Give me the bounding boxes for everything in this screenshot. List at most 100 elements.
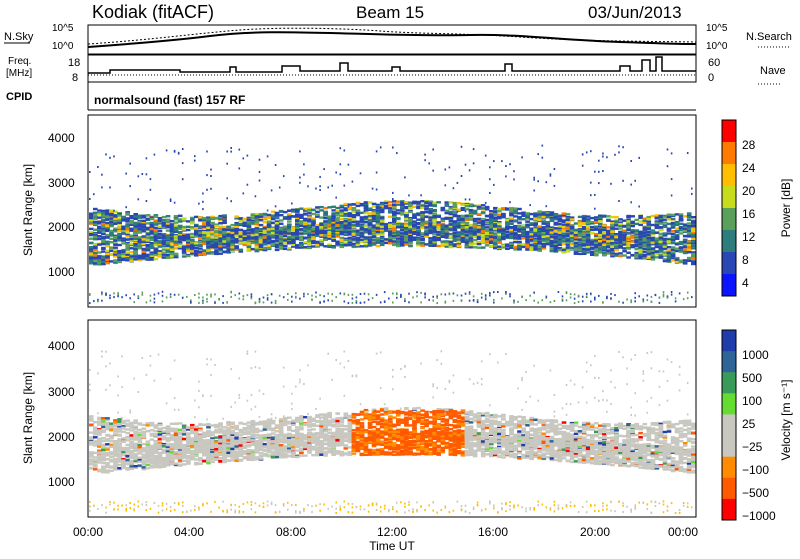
echo-cell xyxy=(97,235,102,237)
echo-cell xyxy=(206,151,208,153)
echo-cell xyxy=(481,204,486,206)
echo-cell xyxy=(517,216,522,218)
echo-cell xyxy=(239,249,244,251)
echo-cell xyxy=(517,248,522,250)
echo-cell xyxy=(214,249,219,251)
echo-cell xyxy=(348,233,353,235)
echo-cell xyxy=(323,234,328,236)
echo-cell xyxy=(344,244,349,246)
echo-cell xyxy=(360,217,365,219)
echo-cell xyxy=(222,222,227,224)
echo-cell xyxy=(327,206,332,208)
nsky-label: N.Sky xyxy=(4,31,34,43)
echo-cell xyxy=(360,212,365,214)
echo-cell xyxy=(255,249,260,251)
echo-cell xyxy=(101,300,103,302)
echo-cell xyxy=(178,232,183,234)
echo-cell xyxy=(210,169,212,171)
echo-cell xyxy=(206,174,208,176)
echo-cell xyxy=(89,260,94,262)
echo-cell xyxy=(267,214,272,216)
echo-cell xyxy=(590,293,592,295)
echo-cell xyxy=(469,218,474,220)
echo-cell xyxy=(158,292,160,294)
echo-cell xyxy=(594,229,599,231)
echo-cell xyxy=(331,235,336,237)
echo-cell xyxy=(129,230,134,232)
echo-cell xyxy=(255,240,260,242)
echo-cell xyxy=(259,216,264,218)
echo-cell xyxy=(396,204,401,206)
echo-cell xyxy=(247,246,252,248)
echo-cell xyxy=(554,230,559,232)
echo-cell xyxy=(327,231,332,233)
echo-cell xyxy=(428,219,433,221)
echo-cell xyxy=(586,295,588,297)
echo-cell xyxy=(473,229,478,231)
echo-cell xyxy=(259,180,261,182)
echo-cell xyxy=(388,201,393,203)
echo-cell xyxy=(202,249,207,251)
echo-cell xyxy=(570,293,572,295)
echo-cell xyxy=(550,214,555,216)
echo-cell xyxy=(396,201,401,203)
echo-cell xyxy=(299,217,304,219)
echo-cell xyxy=(554,168,556,170)
echo-cell xyxy=(570,247,575,249)
echo-cell xyxy=(537,180,539,182)
echo-cell xyxy=(348,203,353,205)
echo-cell xyxy=(461,146,463,148)
echo-cell xyxy=(453,228,458,230)
echo-cell xyxy=(416,295,418,297)
echo-cell xyxy=(554,223,559,225)
echo-cell xyxy=(392,216,397,218)
echo-cell xyxy=(109,260,114,262)
echo-cell xyxy=(170,253,175,255)
echo-cell xyxy=(380,240,385,242)
echo-cell xyxy=(194,247,199,249)
echo-cell xyxy=(505,207,507,209)
echo-cell xyxy=(319,294,321,296)
echo-cell xyxy=(186,255,191,257)
echo-cell xyxy=(546,243,551,245)
echo-cell xyxy=(477,238,482,240)
echo-cell xyxy=(101,225,106,227)
echo-cell xyxy=(117,234,122,236)
echo-cell xyxy=(453,232,458,234)
echo-cell xyxy=(412,225,417,227)
echo-cell xyxy=(182,178,184,180)
echo-cell xyxy=(344,231,349,233)
echo-cell xyxy=(214,302,216,304)
echo-cell xyxy=(529,295,531,297)
echo-cell xyxy=(376,239,381,241)
echo-cell xyxy=(311,245,316,247)
echo-cell xyxy=(150,239,155,241)
echo-cell xyxy=(178,241,183,243)
echo-cell xyxy=(408,239,413,241)
echo-cell xyxy=(158,233,163,235)
echo-cell xyxy=(198,302,200,304)
echo-cell xyxy=(170,296,172,298)
echo-cell xyxy=(287,299,289,301)
echo-cell xyxy=(445,217,450,219)
echo-cell xyxy=(364,221,369,223)
echo-cell xyxy=(594,297,596,299)
echo-cell xyxy=(226,151,228,153)
echo-cell xyxy=(142,248,147,250)
echo-cell xyxy=(360,225,365,227)
echo-cell xyxy=(582,244,587,246)
echo-cell xyxy=(477,213,482,215)
echo-cell xyxy=(404,243,409,245)
echo-cell xyxy=(340,224,345,226)
echo-cell xyxy=(267,247,272,249)
echo-cell xyxy=(218,222,223,224)
echo-cell xyxy=(158,237,163,239)
echo-cell xyxy=(170,200,172,202)
echo-cell xyxy=(578,301,580,303)
echo-cell xyxy=(194,225,199,227)
echo-cell xyxy=(598,160,600,162)
echo-cell xyxy=(129,247,134,249)
echo-cell xyxy=(461,175,463,177)
echo-cell xyxy=(521,227,526,229)
echo-cell xyxy=(424,208,429,210)
